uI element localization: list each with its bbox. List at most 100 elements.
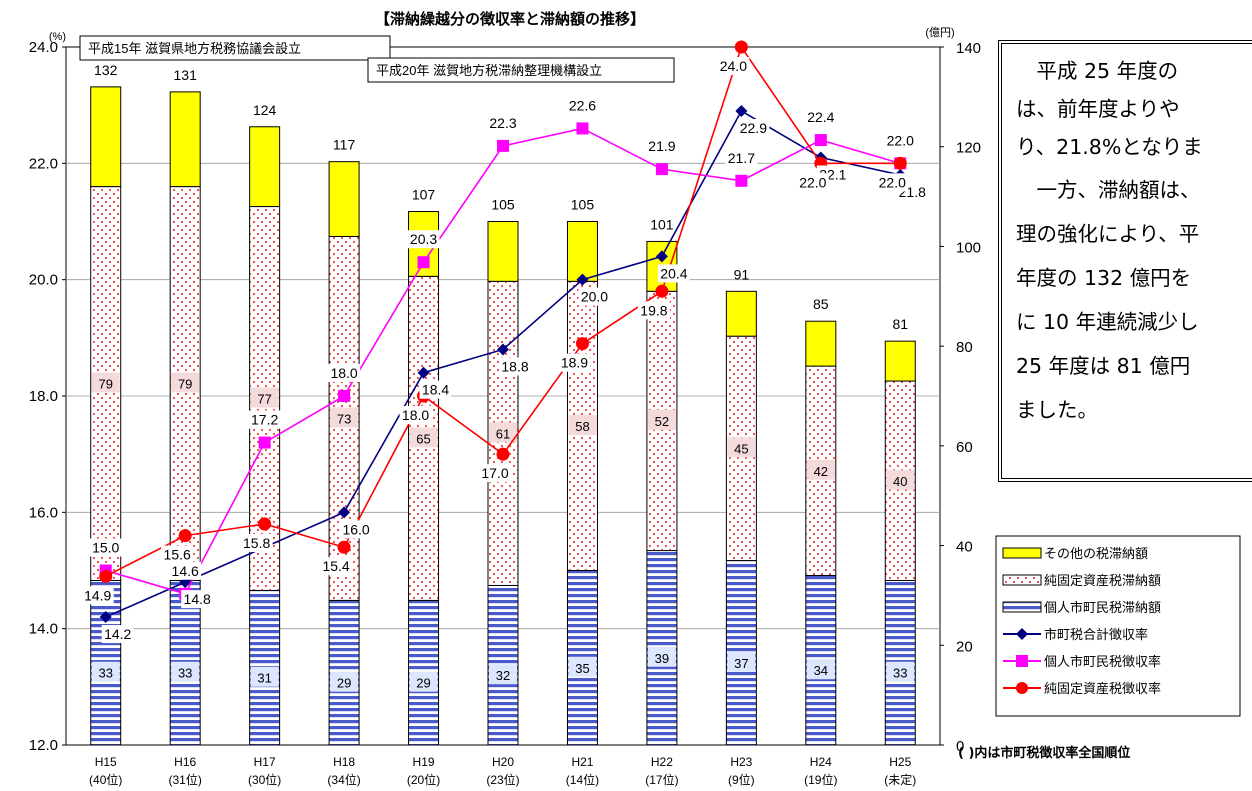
line-label-bg (566, 96, 599, 115)
line-value-label: 18.0 (330, 365, 357, 381)
legend-circle (1016, 682, 1028, 694)
line-value-label: 24.0 (720, 58, 747, 74)
line-label-bg (340, 520, 373, 539)
line-value-label: 20.0 (581, 289, 608, 305)
bar-total-label: 85 (813, 296, 829, 312)
x-tick-label: H21 (571, 755, 593, 769)
bar-value-label: 73 (337, 411, 351, 426)
bar-label-bg (171, 661, 200, 682)
bar-other-tax (884, 340, 916, 382)
x-tick-label: H18 (333, 755, 355, 769)
x-tick-sublabel: (20位) (407, 772, 440, 787)
line-value-label: 15.0 (92, 540, 119, 556)
bar-label-bg (886, 469, 915, 490)
bar-value-label: 77 (257, 391, 271, 406)
left-axis-unit: (%) (49, 31, 66, 43)
left-tick-label: 24.0 (29, 39, 58, 56)
line-label-bg (578, 287, 611, 306)
left-tick-label: 14.0 (29, 621, 58, 638)
x-tick-label: H24 (810, 755, 832, 769)
line-value-label: 18.4 (422, 382, 449, 398)
line-series (99, 40, 907, 624)
line-label-bg (737, 118, 770, 137)
bar-value-label: 32 (496, 668, 510, 683)
bar-total-label: 81 (892, 316, 908, 332)
line-label-bg (876, 173, 909, 192)
line-value-label: 15.8 (243, 535, 270, 551)
legend-label: 市町税合計徴収率 (1044, 627, 1148, 642)
x-tick-sublabel: (14位) (566, 772, 599, 787)
line-label-bg (725, 148, 758, 167)
bar-label-bg (91, 372, 120, 393)
square-marker (735, 174, 748, 187)
line-value-label: 22.0 (879, 174, 906, 190)
line-value-label: 22.0 (799, 174, 826, 190)
square-marker (417, 256, 430, 269)
line-label-bg (169, 561, 202, 580)
x-tick-label: H15 (95, 755, 117, 769)
diamond-marker (655, 250, 668, 263)
legend-label: 純固定資産税徴収率 (1044, 681, 1161, 696)
bar-label-bg (647, 409, 676, 430)
legend-label: 純固定資産税滞納額 (1044, 573, 1161, 588)
note-box: 平成 25 年度の は、前年度よりや り、21.8%となりま 一方、滞納額は、 … (998, 40, 1252, 482)
line-label-bg (645, 137, 678, 156)
bar-other-tax (487, 221, 519, 282)
circle-marker (258, 517, 272, 531)
line-label-bg (637, 301, 670, 320)
right-axis-unit: (億円) (925, 26, 954, 39)
left-tick-label: 22.0 (29, 155, 58, 172)
line-label-bg (657, 264, 690, 283)
right-tick-label: 20 (956, 638, 973, 655)
bar-value-label: 33 (98, 666, 112, 681)
bar-label-bg (91, 661, 120, 682)
line-value-label: 21.7 (728, 150, 755, 166)
bar-other-tax (725, 290, 757, 337)
note-line: 平成 25 年度の (1016, 59, 1179, 83)
line-label-bg (399, 406, 432, 424)
line-value-label: 21.9 (648, 138, 675, 154)
bar-other-tax (90, 86, 122, 188)
x-tick-label: H22 (651, 755, 673, 769)
bar-label-bg (171, 372, 200, 393)
bar-label-bg (250, 387, 279, 408)
square-marker (576, 122, 589, 135)
left-tick-label: 20.0 (29, 272, 58, 289)
bar-value-label: 39 (655, 651, 669, 666)
note-line: ました。 (1016, 398, 1098, 422)
line-label-bg (240, 533, 273, 552)
left-tick-label: 16.0 (29, 504, 58, 521)
bar-value-labels: 33 79 132 33 79 131 31 77 124 29 73 117 29 65 107 32 61 1… (91, 62, 915, 692)
bar-value-label: 29 (416, 676, 430, 691)
legend: その他の税滞納額純固定資産税滞納額個人市町民税滞納額市町税合計徴収率個人市町民税… (995, 535, 1241, 717)
diamond-marker (497, 343, 509, 356)
bar-total-label: 132 (94, 62, 118, 78)
x-tick-sublabel: (17位) (645, 772, 678, 787)
right-tick-label: 140 (956, 40, 981, 57)
bar-total-label: 107 (412, 187, 436, 203)
square-marker (655, 163, 668, 176)
diamond-marker (338, 506, 351, 519)
bar-value-label: 65 (416, 431, 430, 446)
line-value-label: 18.9 (561, 355, 588, 371)
right-tick-label: 100 (956, 239, 981, 256)
x-tick-label: H16 (174, 755, 196, 769)
line-label-bg (161, 545, 194, 564)
chart-title: 【滞納繰越分の徴収率と滞納額の推移】 (375, 10, 645, 28)
legend-swatch-other (1002, 547, 1042, 559)
bar-label-bg (806, 659, 835, 680)
square-marker (497, 139, 509, 152)
x-tick-sublabel: (未定) (884, 772, 916, 787)
bar-label-bg (568, 414, 597, 435)
note-line: に 10 年連続減少し (1016, 310, 1199, 334)
axes: 12.0 14.0 16.0 18.0 20.0 22.0 24.0 0 20 40 60 80 100… (29, 39, 981, 787)
bar-label-bg (330, 671, 359, 692)
legend-label: 個人市町民税徴収率 (1044, 654, 1161, 669)
diamond-marker (576, 273, 589, 286)
line-label-bg (479, 464, 511, 483)
x-tick-label: H17 (254, 755, 276, 769)
line-label-bg (328, 364, 361, 382)
square-marker (814, 134, 827, 147)
bar-label-bg (489, 422, 517, 443)
diamond-marker (417, 366, 430, 379)
